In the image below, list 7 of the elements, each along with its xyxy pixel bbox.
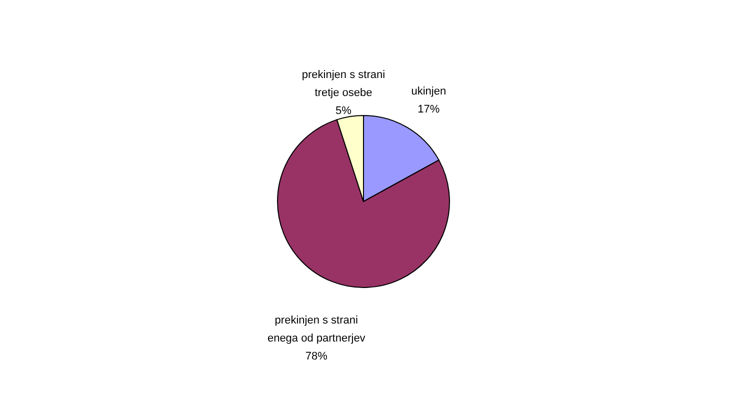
slice-label: prekinjen s strani enega od partnerjev xyxy=(267,314,366,345)
slice-label: ukinjen xyxy=(411,85,446,98)
slice-label: prekinjen s strani tretje osebe xyxy=(302,69,386,100)
data-label: 5% xyxy=(336,105,352,118)
data-label: 78% xyxy=(305,350,328,363)
data-label: 17% xyxy=(418,103,440,116)
pie-slice xyxy=(277,119,450,288)
